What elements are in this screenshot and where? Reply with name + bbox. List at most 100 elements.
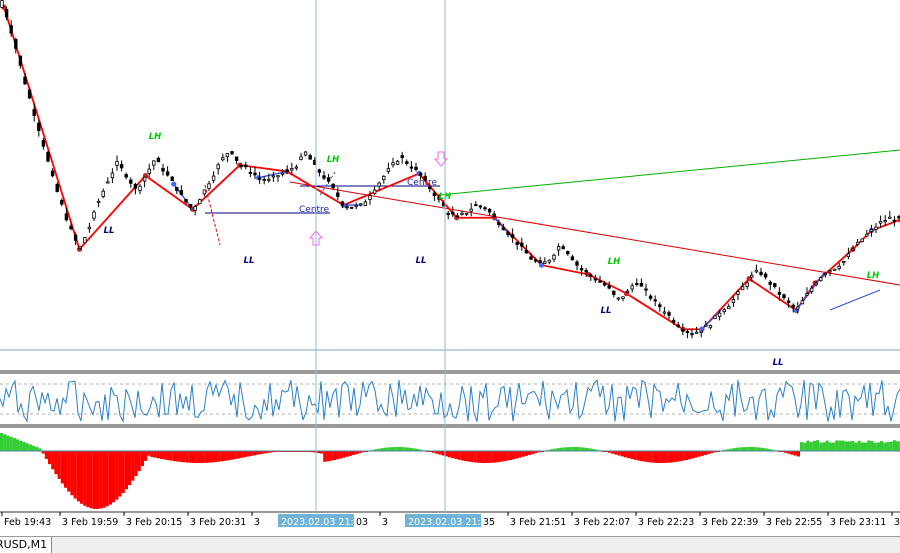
histogram-bar <box>246 451 250 457</box>
histogram-bar <box>460 451 464 461</box>
histogram-bar <box>640 451 644 462</box>
candle-body <box>704 324 708 327</box>
candle-body <box>773 283 777 288</box>
candle-body <box>267 178 271 181</box>
candle-body <box>280 172 285 175</box>
candle-body <box>460 212 464 215</box>
candle-body <box>340 201 345 206</box>
pivot-dot-blue <box>539 262 545 268</box>
histogram-bar <box>166 451 170 461</box>
histogram-bar <box>80 451 84 504</box>
pivot-label-low: LL <box>104 226 115 236</box>
candle-body <box>800 300 805 305</box>
histogram-bar <box>675 451 679 462</box>
histogram-bar <box>816 440 820 451</box>
candle-body <box>188 204 193 208</box>
symbol-tab[interactable]: RUSD,M1 <box>0 537 53 553</box>
candle-body <box>589 274 593 277</box>
histogram-bar <box>806 440 810 451</box>
candle-body <box>244 164 248 168</box>
crosshair-time-box <box>278 514 354 527</box>
time-label: 3 <box>254 517 260 528</box>
candle-body <box>142 176 147 182</box>
candle-body <box>487 208 492 213</box>
histogram-bar <box>192 451 196 463</box>
candle-body <box>290 168 294 171</box>
histogram-bar <box>150 451 154 458</box>
trendline-down <box>289 181 900 286</box>
histogram-bar <box>249 451 253 456</box>
histogram-bar <box>3 434 7 451</box>
histogram-bar <box>496 451 500 463</box>
candle-body <box>60 200 64 205</box>
candle-body <box>4 9 9 18</box>
histogram-bar <box>646 451 650 463</box>
histogram-bar <box>624 451 628 458</box>
histogram-bar <box>614 451 618 455</box>
histogram-bar <box>566 447 570 451</box>
histogram-bar <box>454 451 458 459</box>
histogram-bar <box>112 451 116 503</box>
histogram-bar <box>876 442 880 451</box>
histogram-bar <box>608 451 612 453</box>
candle-body <box>230 151 234 155</box>
histogram-bar <box>198 451 202 463</box>
arrow-down-icon <box>433 151 449 167</box>
candle-body <box>147 168 151 174</box>
candle-body <box>892 219 897 222</box>
histogram-bar <box>320 451 324 454</box>
candle-body <box>395 160 400 165</box>
histogram-bar <box>73 451 77 499</box>
histogram-bar <box>0 433 4 451</box>
histogram-bar <box>272 451 276 453</box>
pivot-dot-blue <box>171 181 177 187</box>
candle-body <box>336 192 340 197</box>
histogram-bar <box>844 441 848 451</box>
histogram-bar <box>761 447 765 451</box>
histogram-bar <box>361 451 365 453</box>
candle-body <box>809 287 814 293</box>
histogram-bar <box>67 451 71 492</box>
histogram-bar <box>528 451 532 455</box>
candle-body <box>745 282 749 287</box>
candle-body <box>598 280 602 283</box>
histogram-bar <box>44 451 48 459</box>
histogram-bar <box>188 451 192 463</box>
candle-body <box>216 164 220 170</box>
candle-body <box>446 212 450 215</box>
candle-body <box>533 259 538 262</box>
status-bar: RUSD,M1 <box>0 536 900 553</box>
candle-body <box>575 261 579 266</box>
candle-body <box>161 167 165 172</box>
candle-body <box>717 312 722 317</box>
candle-body <box>547 259 552 263</box>
time-label: 3 Feb 20:31 <box>190 517 246 528</box>
candle-body <box>198 199 202 205</box>
candle-body <box>561 246 565 250</box>
candle-body <box>184 198 188 203</box>
histogram-bar <box>537 451 541 453</box>
candle-body <box>754 269 759 273</box>
candle-body <box>888 216 892 219</box>
histogram-bar <box>339 451 343 459</box>
histogram-bar <box>752 447 756 451</box>
candle-body <box>257 177 262 180</box>
histogram-bar <box>476 451 480 463</box>
histogram-bar <box>438 451 442 455</box>
histogram-bar <box>185 451 189 463</box>
candle-body <box>119 164 124 169</box>
centre-label: Centre <box>299 205 330 215</box>
candle-body <box>630 285 634 290</box>
time-label: 3 <box>382 517 388 528</box>
candle-body <box>786 300 791 304</box>
histogram-bar <box>380 448 384 451</box>
histogram-bar <box>169 451 173 461</box>
pivot-label-high: LH <box>608 257 621 267</box>
histogram-bar <box>16 439 20 451</box>
histogram-bar <box>694 451 698 458</box>
candle-body <box>156 157 161 163</box>
histogram-bar <box>896 441 900 451</box>
histogram-bar <box>329 451 333 461</box>
